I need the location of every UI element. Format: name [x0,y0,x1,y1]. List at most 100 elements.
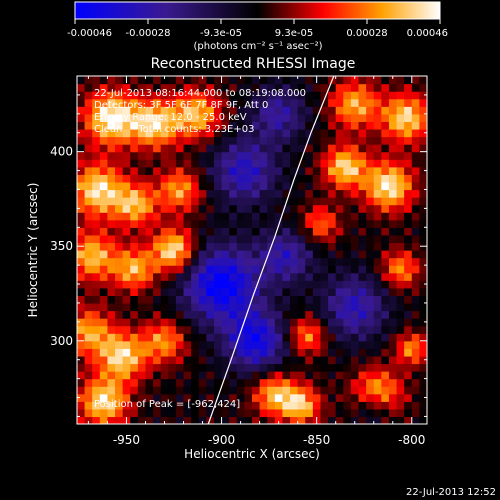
heatmap-cell [358,416,367,424]
heatmap-cell [229,113,238,122]
heatmap-cell [343,113,352,122]
heatmap-cell [130,204,139,213]
heatmap-cell [160,393,169,402]
heatmap-cell [99,325,109,334]
heatmap-cell [252,189,261,198]
heatmap-cell [312,272,322,281]
heatmap-cell [183,393,192,402]
heatmap-cell [411,272,420,281]
heatmap-cell [84,91,93,100]
heatmap-cell [153,76,162,85]
heatmap-cell [92,393,101,402]
heatmap-cell [122,371,131,380]
heatmap-cell [183,242,192,251]
heatmap-cell [282,250,291,259]
heatmap-cell [404,83,413,92]
heatmap-cell [328,234,337,244]
heatmap-cell [290,287,299,296]
heatmap-cell [297,287,306,296]
heatmap-cell [267,174,276,183]
heatmap-cell [259,166,268,175]
heatmap-cell [350,234,360,244]
heatmap-cell [99,333,109,342]
heatmap-cell [229,128,238,138]
heatmap-cell [297,234,306,244]
heatmap-cell [419,287,427,296]
heatmap-cell [252,197,261,206]
heatmap-cell [320,348,329,357]
heatmap-cell [290,378,299,387]
heatmap-cell [84,386,93,395]
heatmap-cell [305,234,314,244]
heatmap-cell [366,325,375,334]
heatmap-cell [404,272,413,281]
heatmap-cell [282,212,291,221]
heatmap-cell [267,76,276,85]
heatmap-cell [122,408,131,418]
heatmap-cell [77,234,86,244]
heatmap-cell [282,242,291,251]
heatmap-cell [191,310,200,319]
heatmap-cell [282,106,291,115]
heatmap-cell [396,242,405,251]
heatmap-cell [84,83,93,92]
heatmap-cell [290,234,299,244]
heatmap-cell [381,371,390,380]
heatmap-cell [213,287,223,296]
heatmap-cell [130,272,139,281]
heatmap-cell [236,174,245,183]
heatmap-cell [168,136,177,145]
heatmap-cell [297,212,306,221]
heatmap-cell [107,181,116,191]
heatmap-cell [373,83,382,92]
heatmap-cell [160,227,169,236]
heatmap-cell [305,302,314,312]
heatmap-cell [419,91,427,100]
heatmap-cell [290,166,299,175]
heatmap-cell [107,378,116,387]
heatmap-cell [297,76,306,85]
heatmap-cell [252,83,261,92]
heatmap-cell [274,121,284,130]
heatmap-cell [84,113,93,122]
heatmap-cell [259,333,268,342]
heatmap-cell [92,189,101,198]
heatmap-cell [290,371,299,380]
heatmap-cell [168,416,177,424]
heatmap-cell [130,181,139,191]
heatmap-cell [130,234,139,244]
heatmap-cell [312,144,322,153]
heatmap-cell [267,280,276,289]
plot-frame [76,75,428,425]
heatmap-cell [320,227,329,236]
heatmap-cell [350,181,360,191]
heatmap-cell [92,250,101,259]
heatmap-cell [312,393,322,402]
heatmap-cell [198,250,207,259]
heatmap-cell [206,333,215,342]
heatmap-cell [160,333,169,342]
heatmap-cell [312,287,322,296]
heatmap-cell [99,166,109,175]
heatmap-cell [259,302,268,312]
heatmap-cell [358,144,367,153]
heatmap-cell [328,386,337,395]
heatmap-cell [115,302,124,312]
heatmap-cell [373,242,382,251]
heatmap [77,76,427,424]
heatmap-cell [297,408,306,418]
heatmap-cell [236,363,245,372]
heatmap-cell [335,151,344,160]
heatmap-cell [145,151,154,160]
heatmap-cell [350,257,360,266]
heatmap-cell [84,401,93,410]
heatmap-cell [404,166,413,175]
heatmap-cell [267,416,276,424]
heatmap-cell [84,348,93,357]
heatmap-cell [381,416,390,424]
heatmap-cell [145,98,154,107]
heatmap-cell [274,189,284,198]
heatmap-cell [160,310,169,319]
heatmap-cell [305,121,314,130]
heatmap-cell [396,340,405,349]
